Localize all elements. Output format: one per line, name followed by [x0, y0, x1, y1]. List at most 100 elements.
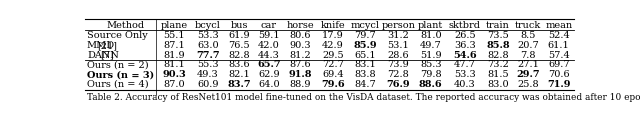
Text: 61.1: 61.1: [548, 41, 570, 50]
Text: MMD: MMD: [87, 41, 115, 50]
Text: 73.9: 73.9: [388, 60, 410, 69]
Text: Ours (n = 2): Ours (n = 2): [87, 60, 148, 69]
Text: 42.9: 42.9: [322, 41, 344, 50]
Text: mcycl: mcycl: [351, 21, 380, 30]
Text: 81.2: 81.2: [289, 51, 311, 60]
Text: 71.9: 71.9: [547, 80, 570, 89]
Text: 65.7: 65.7: [257, 60, 281, 69]
Text: 55.1: 55.1: [164, 31, 185, 40]
Text: 69.4: 69.4: [322, 70, 344, 79]
Text: [7]: [7]: [100, 51, 114, 60]
Text: 59.1: 59.1: [258, 31, 280, 40]
Text: 44.3: 44.3: [258, 51, 280, 60]
Text: 60.9: 60.9: [197, 80, 218, 89]
Text: knife: knife: [321, 21, 345, 30]
Text: 53.3: 53.3: [454, 70, 476, 79]
Text: bus: bus: [230, 21, 248, 30]
Text: train: train: [486, 21, 509, 30]
Text: 90.3: 90.3: [163, 70, 186, 79]
Text: 69.7: 69.7: [548, 60, 570, 69]
Text: 87.1: 87.1: [163, 41, 185, 50]
Text: 49.7: 49.7: [420, 41, 442, 50]
Text: 17.9: 17.9: [322, 31, 344, 40]
Text: 82.8: 82.8: [487, 51, 509, 60]
Text: 80.6: 80.6: [290, 31, 311, 40]
Text: 62.9: 62.9: [258, 70, 280, 79]
Text: 77.7: 77.7: [196, 51, 220, 60]
Text: 49.3: 49.3: [197, 70, 219, 79]
Text: 54.6: 54.6: [453, 51, 477, 60]
Text: 87.6: 87.6: [290, 60, 311, 69]
Text: 85.9: 85.9: [353, 41, 377, 50]
Text: 26.5: 26.5: [454, 31, 476, 40]
Text: 85.8: 85.8: [486, 41, 509, 50]
Text: 40.3: 40.3: [454, 80, 476, 89]
Text: [21]: [21]: [97, 41, 117, 50]
Text: 83.7: 83.7: [227, 80, 251, 89]
Text: 87.0: 87.0: [164, 80, 185, 89]
Text: 25.8: 25.8: [518, 80, 539, 89]
Text: 73.5: 73.5: [487, 31, 509, 40]
Text: DANN: DANN: [87, 51, 119, 60]
Text: plane: plane: [161, 21, 188, 30]
Text: 36.3: 36.3: [454, 41, 476, 50]
Text: 70.6: 70.6: [548, 70, 570, 79]
Text: 82.8: 82.8: [228, 51, 250, 60]
Text: sktbrd: sktbrd: [449, 21, 481, 30]
Text: 79.6: 79.6: [321, 80, 344, 89]
Text: 82.1: 82.1: [228, 70, 250, 79]
Text: 51.9: 51.9: [420, 51, 442, 60]
Text: 73.2: 73.2: [487, 60, 509, 69]
Text: 29.7: 29.7: [516, 70, 540, 79]
Text: 91.8: 91.8: [289, 70, 312, 79]
Text: 64.0: 64.0: [258, 80, 280, 89]
Text: 72.8: 72.8: [388, 70, 410, 79]
Text: 88.6: 88.6: [419, 80, 443, 89]
Text: 63.0: 63.0: [197, 41, 219, 50]
Text: Ours (n = 3): Ours (n = 3): [87, 70, 154, 79]
Text: 83.1: 83.1: [354, 60, 376, 69]
Text: mean: mean: [545, 21, 572, 30]
Text: 20.7: 20.7: [517, 41, 539, 50]
Text: 81.9: 81.9: [164, 51, 185, 60]
Text: Method: Method: [107, 21, 145, 30]
Text: car: car: [261, 21, 277, 30]
Text: 8.5: 8.5: [520, 31, 536, 40]
Text: 27.1: 27.1: [517, 60, 540, 69]
Text: 52.4: 52.4: [548, 31, 570, 40]
Text: 79.8: 79.8: [420, 70, 442, 79]
Text: 85.3: 85.3: [420, 60, 442, 69]
Text: Table 2. Accuracy of ResNet101 model fine-tuned on the VisDA dataset. The report: Table 2. Accuracy of ResNet101 model fin…: [88, 93, 640, 102]
Text: 90.3: 90.3: [290, 41, 311, 50]
Text: 47.7: 47.7: [454, 60, 476, 69]
Text: 7.8: 7.8: [520, 51, 536, 60]
Text: 81.5: 81.5: [487, 70, 509, 79]
Text: 61.9: 61.9: [228, 31, 250, 40]
Text: 88.9: 88.9: [290, 80, 311, 89]
Text: 83.6: 83.6: [228, 60, 250, 69]
Text: 42.0: 42.0: [258, 41, 280, 50]
Text: bcycl: bcycl: [195, 21, 221, 30]
Text: 31.2: 31.2: [387, 31, 410, 40]
Text: 81.0: 81.0: [420, 31, 442, 40]
Text: truck: truck: [515, 21, 541, 30]
Text: 76.9: 76.9: [387, 80, 410, 89]
Text: 84.7: 84.7: [354, 80, 376, 89]
Text: 79.7: 79.7: [354, 31, 376, 40]
Text: 57.4: 57.4: [548, 51, 570, 60]
Text: 72.7: 72.7: [322, 60, 344, 69]
Text: 55.3: 55.3: [197, 60, 219, 69]
Text: 53.1: 53.1: [388, 41, 410, 50]
Text: person: person: [381, 21, 415, 30]
Text: 81.1: 81.1: [163, 60, 185, 69]
Text: horse: horse: [287, 21, 314, 30]
Text: 28.6: 28.6: [388, 51, 409, 60]
Text: 65.1: 65.1: [355, 51, 376, 60]
Text: 53.3: 53.3: [197, 31, 219, 40]
Text: 29.5: 29.5: [322, 51, 344, 60]
Text: plant: plant: [418, 21, 444, 30]
Text: 83.8: 83.8: [355, 70, 376, 79]
Text: Source Only: Source Only: [87, 31, 148, 40]
Text: 83.0: 83.0: [487, 80, 509, 89]
Text: Ours (n = 4): Ours (n = 4): [87, 80, 148, 89]
